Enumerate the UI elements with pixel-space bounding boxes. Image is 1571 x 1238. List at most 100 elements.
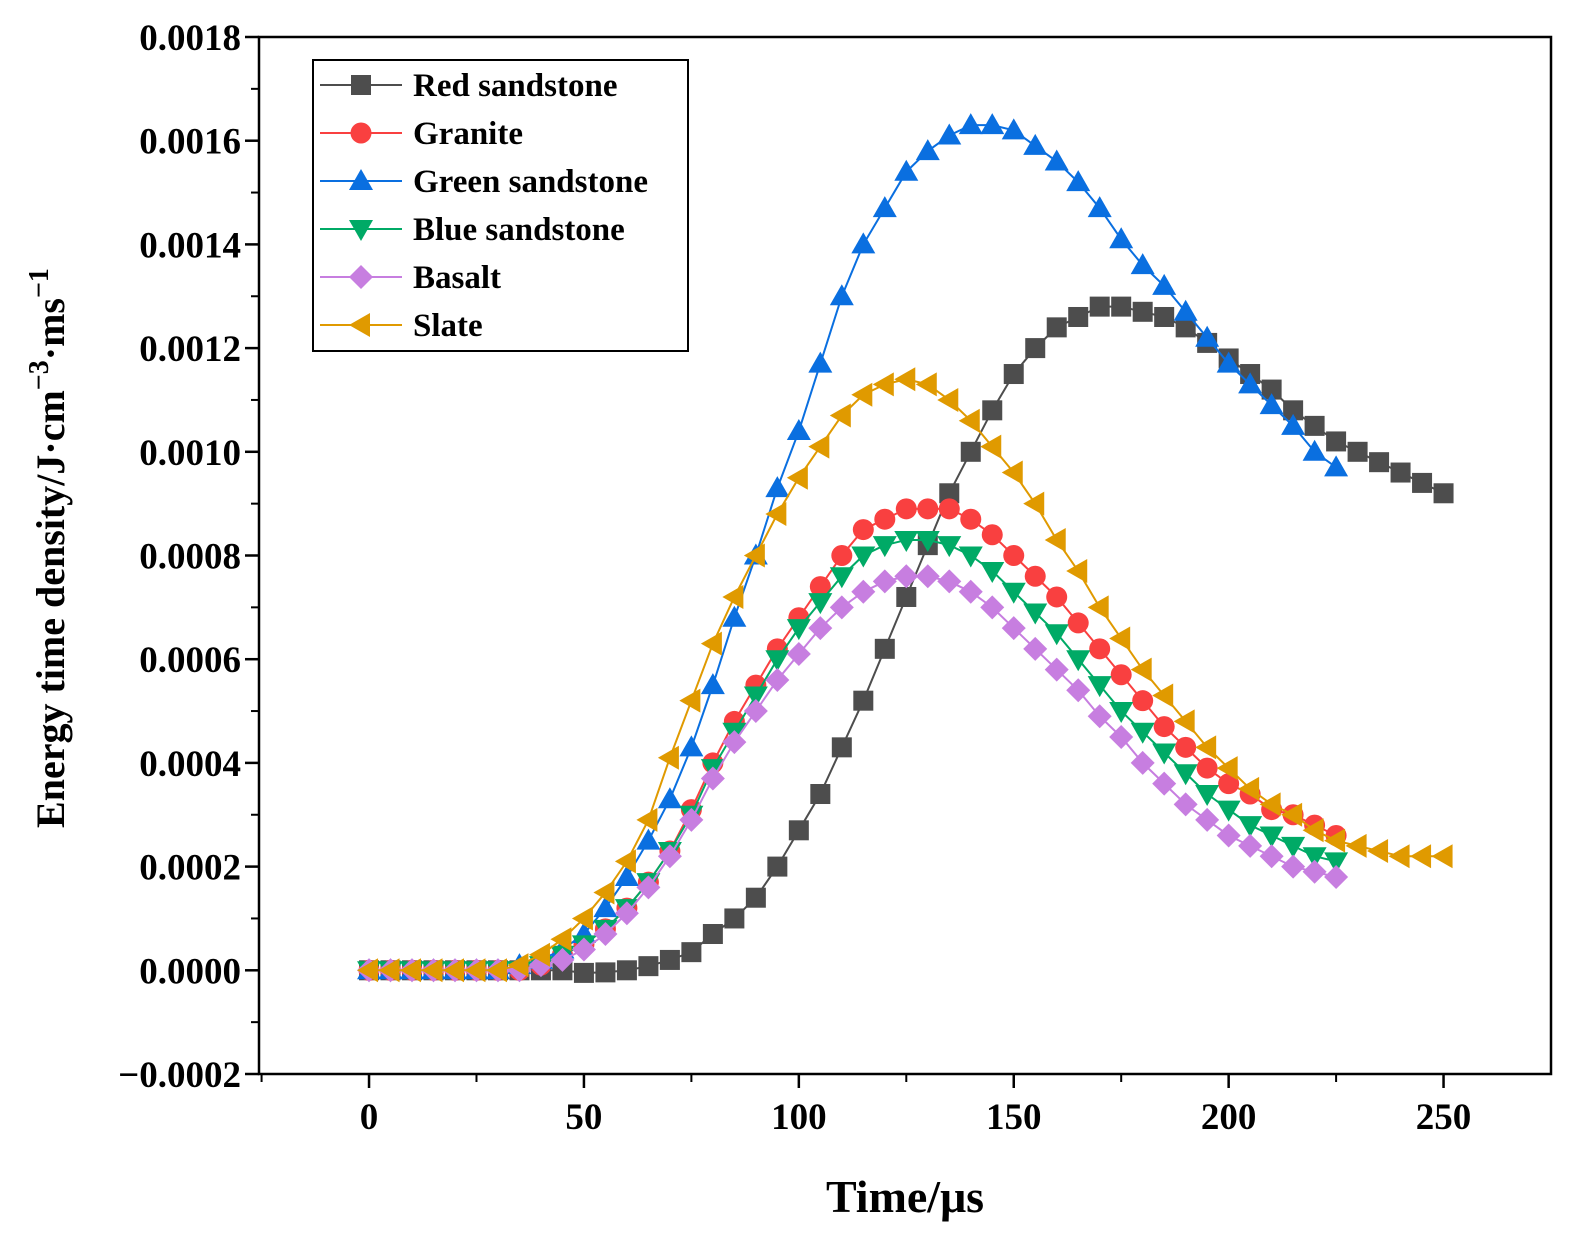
data-point-green-sandstone [614,864,639,886]
data-point-slate [894,367,916,392]
data-point-red-sandstone [1412,472,1433,493]
y-tick-label: 0.0016 [139,122,241,163]
data-point-granite [895,498,917,520]
data-point-slate [980,434,1002,459]
data-point-basalt [1152,771,1177,796]
data-point-red-sandstone [1326,431,1347,452]
data-point-green-sandstone [1302,439,1327,461]
data-point-granite [874,508,896,530]
data-point-basalt [1259,844,1284,869]
data-point-red-sandstone [896,586,917,607]
data-point-slate [421,958,443,983]
data-point-granite [960,508,982,530]
data-point-red-sandstone [1347,441,1368,462]
data-point-red-sandstone [1111,296,1132,317]
legend-marker-granite [350,122,372,144]
legend-label-blue-sandstone: Blue sandstone [413,212,625,248]
data-point-slate [1238,776,1260,801]
data-point-slate [1367,839,1389,864]
data-point-red-sandstone [659,949,680,970]
series-granite [358,498,1347,981]
data-point-basalt [679,807,704,832]
data-point-slate [1324,828,1346,853]
data-point-green-sandstone [593,896,618,918]
data-point-blue-sandstone [1087,676,1112,698]
data-point-slate [679,688,701,713]
data-point-slate [1001,460,1023,485]
data-point-basalt [550,947,575,972]
data-point-blue-sandstone [1130,722,1155,744]
data-point-basalt [700,766,725,791]
data-point-slate [1130,657,1152,682]
data-point-blue-sandstone [1195,785,1220,807]
y-tick-label: 0.0004 [139,744,241,785]
data-point-blue-sandstone [937,536,962,558]
legend-label-basalt: Basalt [413,260,501,296]
y-tick-label: 0.0006 [139,640,241,681]
data-point-red-sandstone [1089,296,1110,317]
series-slate [357,367,1453,983]
data-point-basalt [636,875,661,900]
x-tick-label: 50 [565,1097,602,1138]
data-point-green-sandstone [937,123,962,145]
data-point-blue-sandstone [765,650,790,672]
data-point-granite [1089,638,1111,660]
data-point-red-sandstone [573,962,594,983]
y-axis-label-main: Energy time density/J·cm [28,390,73,828]
legend-marker-green-sandstone [349,169,373,190]
data-point-red-sandstone [1046,317,1067,338]
data-point-blue-sandstone [1152,743,1177,765]
data-point-slate [915,372,937,397]
data-point-green-sandstone [1087,196,1112,218]
series-layer [357,113,1454,983]
data-point-green-sandstone [1109,227,1134,249]
data-point-slate [851,382,873,407]
data-point-blue-sandstone [851,546,876,568]
data-point-blue-sandstone [958,546,983,568]
data-point-blue-sandstone [894,530,919,552]
data-point-basalt [1281,854,1306,879]
data-point-slate [657,745,679,770]
data-point-basalt [593,922,618,947]
y-axis-label-mid: ·ms [28,298,73,360]
data-point-red-sandstone [724,908,745,929]
data-point-slate [614,849,636,874]
data-point-red-sandstone [939,483,960,504]
data-point-blue-sandstone [786,619,811,641]
data-point-red-sandstone [960,441,981,462]
y-axis-label-sup1: −3 [24,360,55,390]
data-point-granite [1153,716,1175,738]
data-point-blue-sandstone [1238,816,1263,838]
data-point-green-sandstone [1152,273,1177,295]
data-point-basalt [808,616,833,641]
data-point-red-sandstone [1003,364,1024,385]
data-point-slate [722,584,744,609]
data-point-blue-sandstone [872,536,897,558]
data-point-slate [1345,833,1367,858]
data-point-red-sandstone [595,962,616,983]
data-point-basalt [571,937,596,962]
data-point-red-sandstone [1390,462,1411,483]
y-axis-label: Energy time density/J·cm−3·ms−1 [24,268,73,828]
x-tick-label: 100 [771,1097,827,1138]
data-point-green-sandstone [1216,351,1241,373]
data-point-slate [1066,559,1088,584]
y-tick-label: 0.0002 [139,848,241,889]
x-axis-label: Time/μs [826,1171,984,1222]
data-point-slate [528,942,550,967]
data-point-granite [1024,565,1046,587]
data-point-basalt [1173,792,1198,817]
data-point-red-sandstone [1433,483,1454,504]
data-point-red-sandstone [1369,452,1390,473]
data-point-granite [1046,586,1068,608]
data-point-red-sandstone [831,737,852,758]
legend-marker-basalt [349,265,373,289]
data-point-slate [636,807,658,832]
data-point-green-sandstone [700,673,725,695]
data-point-basalt [872,569,897,594]
axes: 0 50 100 150 200 250 −0.0002 0.0000 0.0002 0.0004… [118,18,1553,1138]
data-point-slate [958,408,980,433]
data-point-blue-sandstone [1023,603,1048,625]
data-point-blue-sandstone [915,530,940,552]
data-point-red-sandstone [982,400,1003,421]
